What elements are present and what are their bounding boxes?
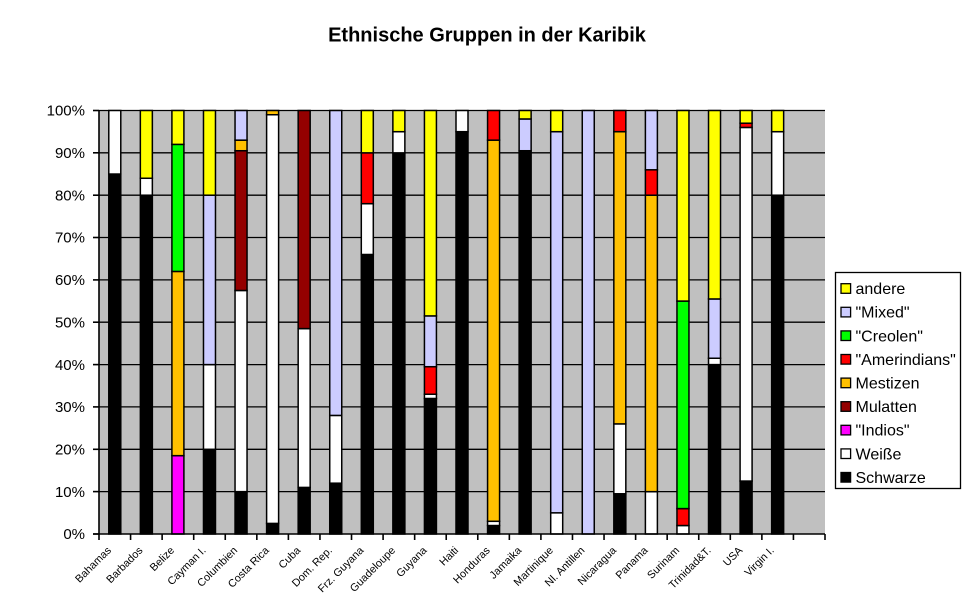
svg-text:Weiße: Weiße — [856, 446, 902, 463]
svg-text:70%: 70% — [55, 230, 85, 247]
svg-text:100%: 100% — [47, 103, 85, 120]
svg-text:"Mixed": "Mixed" — [856, 305, 910, 322]
svg-text:10%: 10% — [55, 484, 85, 501]
svg-text:30%: 30% — [55, 399, 85, 416]
svg-text:Ethnische Gruppen in der Karib: Ethnische Gruppen in der Karibik — [328, 25, 647, 47]
svg-text:90%: 90% — [55, 145, 85, 162]
svg-text:"Creolen": "Creolen" — [856, 328, 923, 345]
svg-text:0%: 0% — [63, 526, 85, 543]
svg-text:Mulatten: Mulatten — [856, 399, 917, 416]
svg-text:andere: andere — [856, 281, 906, 298]
svg-text:Schwarze: Schwarze — [856, 470, 926, 487]
svg-text:20%: 20% — [55, 442, 85, 459]
svg-text:80%: 80% — [55, 187, 85, 204]
svg-text:50%: 50% — [55, 314, 85, 331]
svg-text:40%: 40% — [55, 357, 85, 374]
svg-text:Mestizen: Mestizen — [856, 376, 920, 393]
svg-text:60%: 60% — [55, 272, 85, 289]
svg-text:"Amerindians": "Amerindians" — [856, 352, 956, 369]
svg-text:"Indios": "Indios" — [856, 423, 910, 440]
